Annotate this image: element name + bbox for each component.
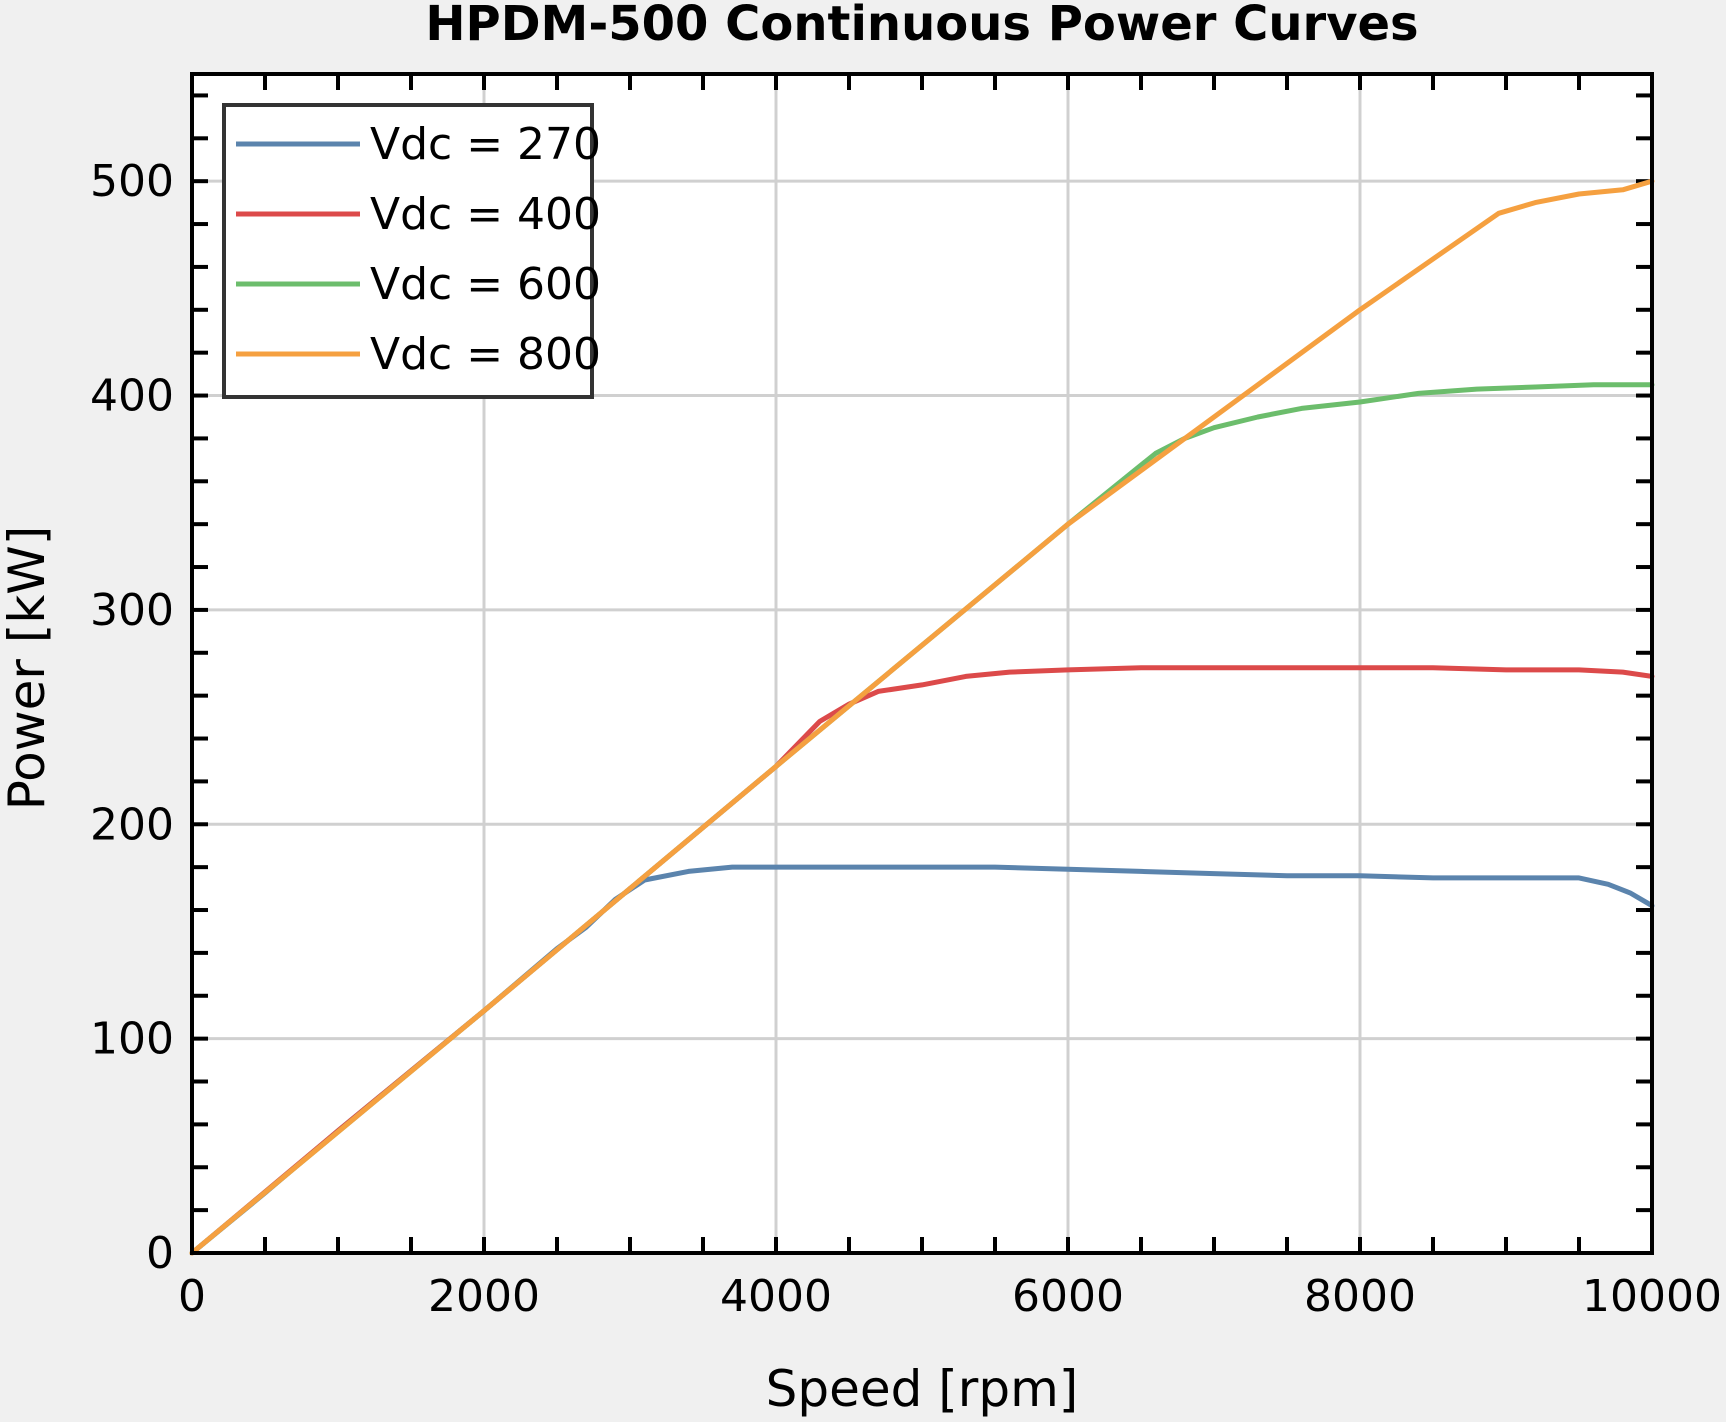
y-tick-label: 500 — [90, 156, 174, 207]
y-axis-label: Power [kW] — [0, 526, 56, 810]
x-tick-labels: 0 2000 4000 6000 8000 10000 — [178, 1271, 1722, 1322]
legend-label-3: Vdc = 600 — [370, 259, 601, 310]
y-tick-label: 0 — [146, 1228, 174, 1279]
y-tick-label: 400 — [90, 371, 174, 422]
x-tick-label: 8000 — [1304, 1271, 1416, 1322]
y-tick-label: 100 — [90, 1014, 174, 1065]
x-tick-label: 2000 — [428, 1271, 540, 1322]
legend-label-2: Vdc = 400 — [370, 189, 601, 240]
plot-frame — [190, 72, 1654, 1255]
x-tick-label: 10000 — [1582, 1271, 1722, 1322]
series-line-4 — [189, 178, 1655, 1256]
tick-marks — [190, 74, 1654, 1255]
legend-box — [222, 103, 594, 399]
legend: Vdc = 270 Vdc = 400 Vdc = 600 Vdc = 800 — [222, 103, 601, 399]
y-tick-label: 200 — [90, 799, 174, 850]
y-tick-label: 300 — [90, 585, 174, 636]
x-tick-label: 0 — [178, 1271, 206, 1322]
y-tick-labels: 0 100 200 300 400 500 — [90, 156, 174, 1279]
x-axis-label: Speed [rpm] — [766, 1360, 1079, 1418]
series-lines — [189, 178, 1655, 1256]
x-tick-label: 6000 — [1012, 1271, 1124, 1322]
legend-label-4: Vdc = 800 — [370, 329, 601, 380]
legend-label-1: Vdc = 270 — [370, 119, 601, 170]
chart-title: HPDM-500 Continuous Power Curves — [425, 0, 1418, 52]
x-tick-label: 4000 — [720, 1271, 832, 1322]
